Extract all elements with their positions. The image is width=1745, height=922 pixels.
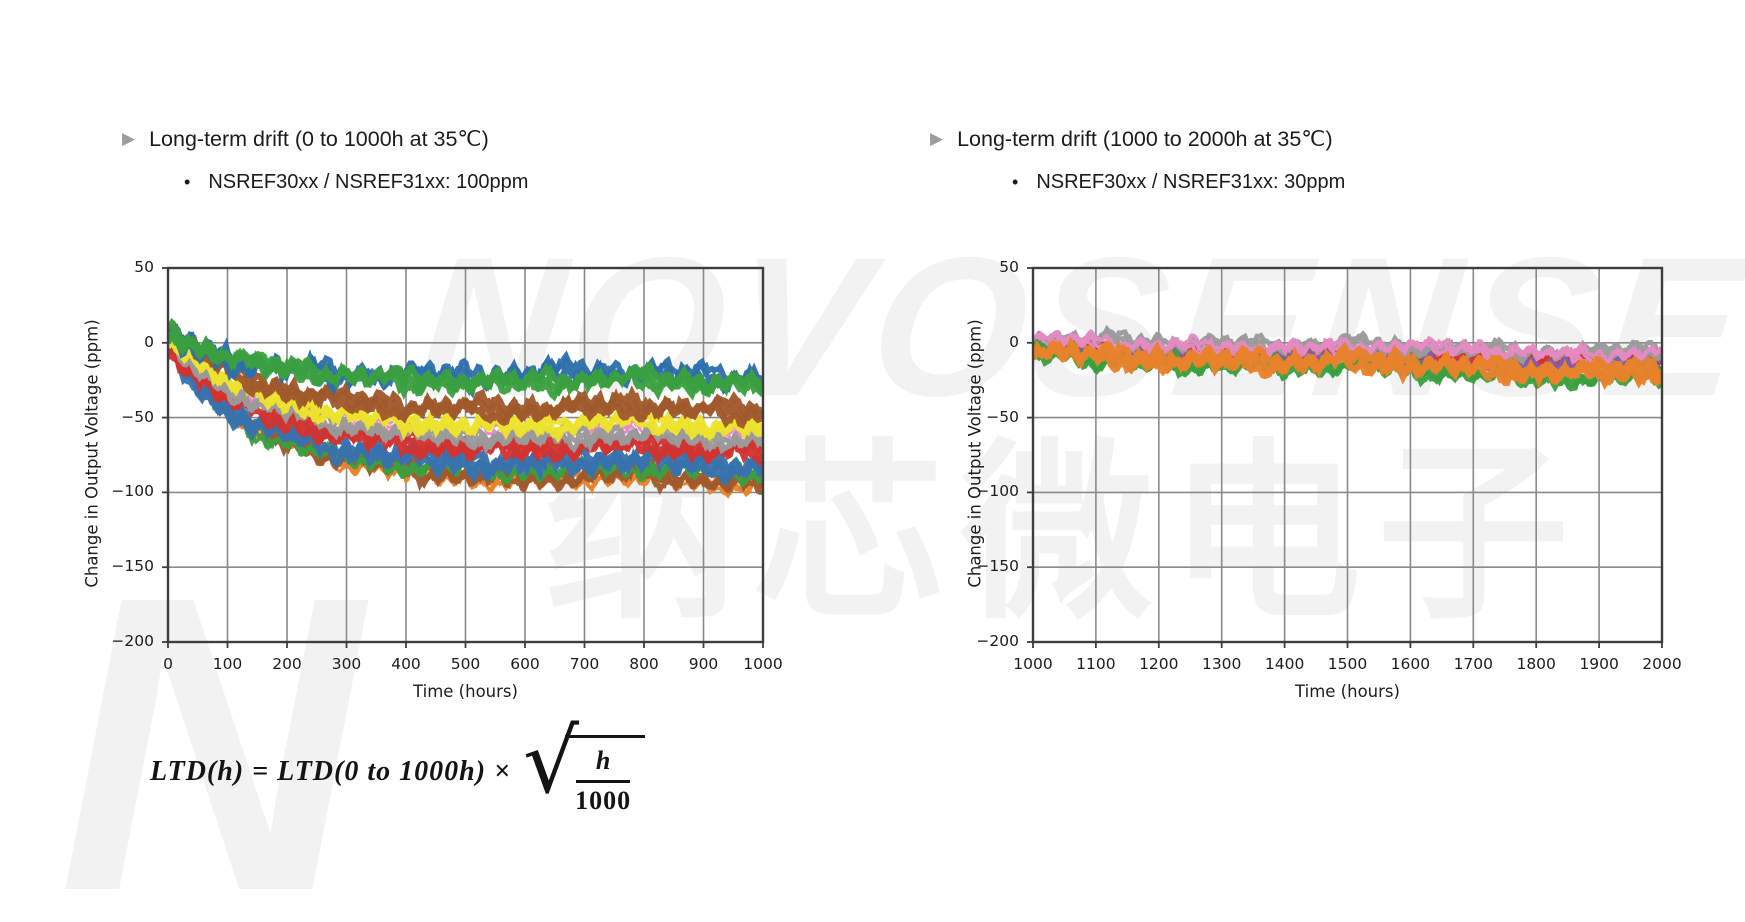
right-panel-bullet: • NSREF30xx / NSREF31xx: 30ppm [1012, 171, 1345, 194]
left-panel-title: Long-term drift (0 to 1000h at 35℃) [149, 127, 489, 151]
x-tick-label: 1300 [1201, 655, 1242, 673]
x-tick-label: 800 [629, 655, 659, 673]
x-tick-label: 600 [510, 655, 540, 673]
formula-radical: √ h 1000 [523, 718, 646, 816]
x-tick-label: 500 [450, 655, 481, 673]
y-tick-label: −100 [976, 482, 1019, 501]
left-chart-ylabel: Change in Output Voltage (ppm) [82, 319, 102, 588]
x-tick-label: 300 [331, 655, 362, 673]
y-tick-label: −150 [111, 557, 154, 576]
right-chart-xlabel: Time (hours) [1295, 682, 1400, 701]
triangle-bullet-icon: ▶ [122, 128, 136, 148]
x-tick-label: 1900 [1579, 655, 1619, 673]
left-chart-canvas [156, 256, 775, 654]
formula-prefix: LTD(h) = LTD(0 to 1000h) × [150, 756, 511, 787]
left-panel-header: ▶ Long-term drift (0 to 1000h at 35℃) [122, 127, 489, 152]
y-tick-label: −150 [976, 557, 1019, 576]
y-tick-label: 0 [144, 332, 154, 351]
y-tick-label: 0 [1009, 332, 1019, 351]
y-tick-label: −200 [111, 632, 154, 650]
x-tick-label: 1700 [1453, 655, 1494, 673]
right-panel-header: ▶ Long-term drift (1000 to 2000h at 35℃) [930, 127, 1333, 152]
ltd-formula: LTD(h) = LTD(0 to 1000h) × √ h 1000 [150, 718, 646, 816]
right-panel-bullet-text: NSREF30xx / NSREF31xx: 30ppm [1036, 171, 1346, 193]
y-tick-label: 50 [134, 258, 154, 276]
left-chart-xlabel: Time (hours) [413, 682, 518, 701]
x-tick-label: 1600 [1390, 655, 1431, 673]
radical-body: h 1000 [565, 735, 646, 816]
x-tick-label: 400 [391, 655, 421, 673]
right-chart-ylabel: Change in Output Voltage (ppm) [965, 319, 985, 588]
bullet-dot-icon: • [1012, 172, 1019, 192]
triangle-bullet-icon: ▶ [930, 128, 944, 148]
y-tick-label: 50 [999, 258, 1019, 276]
x-tick-label: 200 [272, 655, 302, 673]
right-panel-title: Long-term drift (1000 to 2000h at 35℃) [957, 127, 1333, 151]
formula-numerator: h [575, 746, 631, 783]
radical-sign-icon: √ [522, 710, 580, 813]
right-chart-canvas [1021, 256, 1674, 654]
x-tick-label: 1200 [1139, 655, 1179, 673]
left-panel-bullet: • NSREF30xx / NSREF31xx: 100ppm [184, 171, 528, 194]
x-tick-label: 100 [212, 655, 243, 673]
x-tick-label: 1400 [1264, 655, 1305, 673]
x-tick-label: 1500 [1327, 655, 1368, 673]
left-panel-bullet-text: NSREF30xx / NSREF31xx: 100ppm [208, 171, 529, 193]
formula-denominator: 1000 [575, 786, 632, 815]
y-tick-label: −200 [976, 632, 1019, 650]
bullet-dot-icon: • [184, 172, 191, 192]
y-tick-label: −50 [986, 407, 1019, 426]
x-tick-label: 1000 [743, 655, 783, 673]
y-tick-label: −50 [121, 407, 154, 426]
x-tick-label: 1800 [1516, 655, 1556, 673]
x-tick-label: 2000 [1642, 655, 1682, 673]
y-tick-label: −100 [111, 482, 154, 501]
x-tick-label: 1000 [1013, 655, 1053, 673]
x-tick-label: 700 [569, 655, 600, 673]
x-tick-label: 900 [688, 655, 719, 673]
formula-fraction: h 1000 [575, 746, 631, 816]
x-tick-label: 0 [163, 655, 173, 673]
x-tick-label: 1100 [1076, 655, 1116, 673]
